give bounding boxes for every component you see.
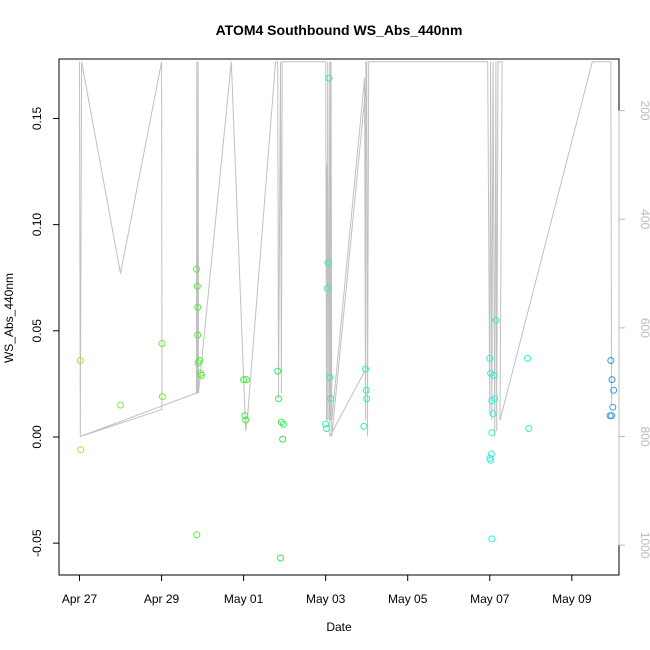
data-point: [488, 535, 496, 543]
data-point: [242, 416, 250, 424]
plot-frame: [58, 58, 620, 576]
y-tick-label: -0.05: [30, 529, 44, 557]
data-point: [489, 410, 497, 418]
data-point: [608, 412, 616, 420]
altitude-track: [79, 61, 613, 437]
right-tick-label: 400: [638, 209, 650, 229]
data-point: [525, 425, 533, 432]
data-point: [609, 403, 617, 411]
y-tick-label: 0.10: [30, 213, 44, 237]
data-point: [323, 284, 331, 292]
y-tick-label: 0.00: [30, 425, 44, 449]
data-point: [607, 357, 615, 364]
data-point: [324, 259, 332, 267]
x-tick-label: May 05: [388, 592, 428, 606]
x-tick-label: May 03: [306, 592, 346, 606]
y-tick-label: 0.15: [30, 106, 44, 130]
data-point: [275, 395, 282, 403]
data-point: [362, 365, 369, 373]
x-axis-label: Date: [326, 620, 352, 634]
data-point: [491, 395, 499, 403]
data-point: [117, 401, 124, 409]
data-point: [279, 420, 287, 428]
chart-title: ATOM4 Southbound WS_Abs_440nm: [216, 22, 463, 38]
data-point: [158, 393, 166, 401]
y-tick-label: 0.05: [30, 319, 44, 343]
data-point: [158, 340, 166, 347]
data-point: [277, 554, 284, 562]
data-point: [77, 446, 85, 454]
right-altitude-axis: 200 400 600 800 1000: [618, 101, 650, 559]
altitude-track-line: [79, 61, 613, 437]
x-tick-label: Apr 29: [144, 592, 180, 606]
data-point: [608, 376, 616, 384]
data-point: [76, 357, 84, 364]
right-tick-label: 1000: [638, 532, 650, 559]
data-point: [610, 386, 618, 394]
data-point: [274, 367, 282, 375]
data-point: [362, 386, 370, 394]
data-point: [240, 376, 248, 384]
data-point: [486, 354, 494, 362]
data-point: [487, 450, 495, 458]
data-point: [326, 374, 334, 381]
data-point: [360, 422, 368, 430]
data-point: [490, 371, 498, 379]
data-point: [241, 412, 249, 420]
y-axis: -0.05 0.00 0.05 0.10 0.15: [30, 106, 60, 557]
data-point: [322, 420, 330, 428]
data-point: [277, 418, 285, 426]
data-point: [524, 354, 531, 362]
right-tick-label: 600: [638, 318, 650, 338]
x-tick-label: Apr 27: [62, 592, 98, 606]
data-point: [487, 456, 495, 464]
data-point: [197, 371, 205, 379]
right-tick-label: 800: [638, 426, 650, 446]
x-tick-label: May 07: [470, 592, 510, 606]
data-point: [243, 376, 250, 384]
data-point: [492, 316, 500, 324]
data-point: [325, 74, 333, 82]
data-point: [194, 331, 202, 339]
right-tick-label: 200: [638, 101, 650, 121]
data-point: [488, 429, 496, 437]
data-point: [193, 282, 201, 290]
x-axis: Apr 27 Apr 29 May 01 May 03 May 05 May 07 May …: [62, 574, 592, 606]
data-point: [194, 303, 202, 311]
data-point: [323, 425, 330, 432]
data-point: [363, 395, 371, 403]
y-axis-label: WS_Abs_440nm: [2, 273, 16, 363]
data-points: [76, 74, 618, 562]
data-point: [279, 435, 287, 443]
x-tick-label: May 01: [224, 592, 264, 606]
data-point: [327, 395, 335, 403]
x-tick-label: May 09: [552, 592, 592, 606]
data-point: [192, 265, 200, 273]
data-point: [194, 359, 202, 367]
data-point: [193, 531, 201, 539]
data-point: [196, 357, 204, 364]
